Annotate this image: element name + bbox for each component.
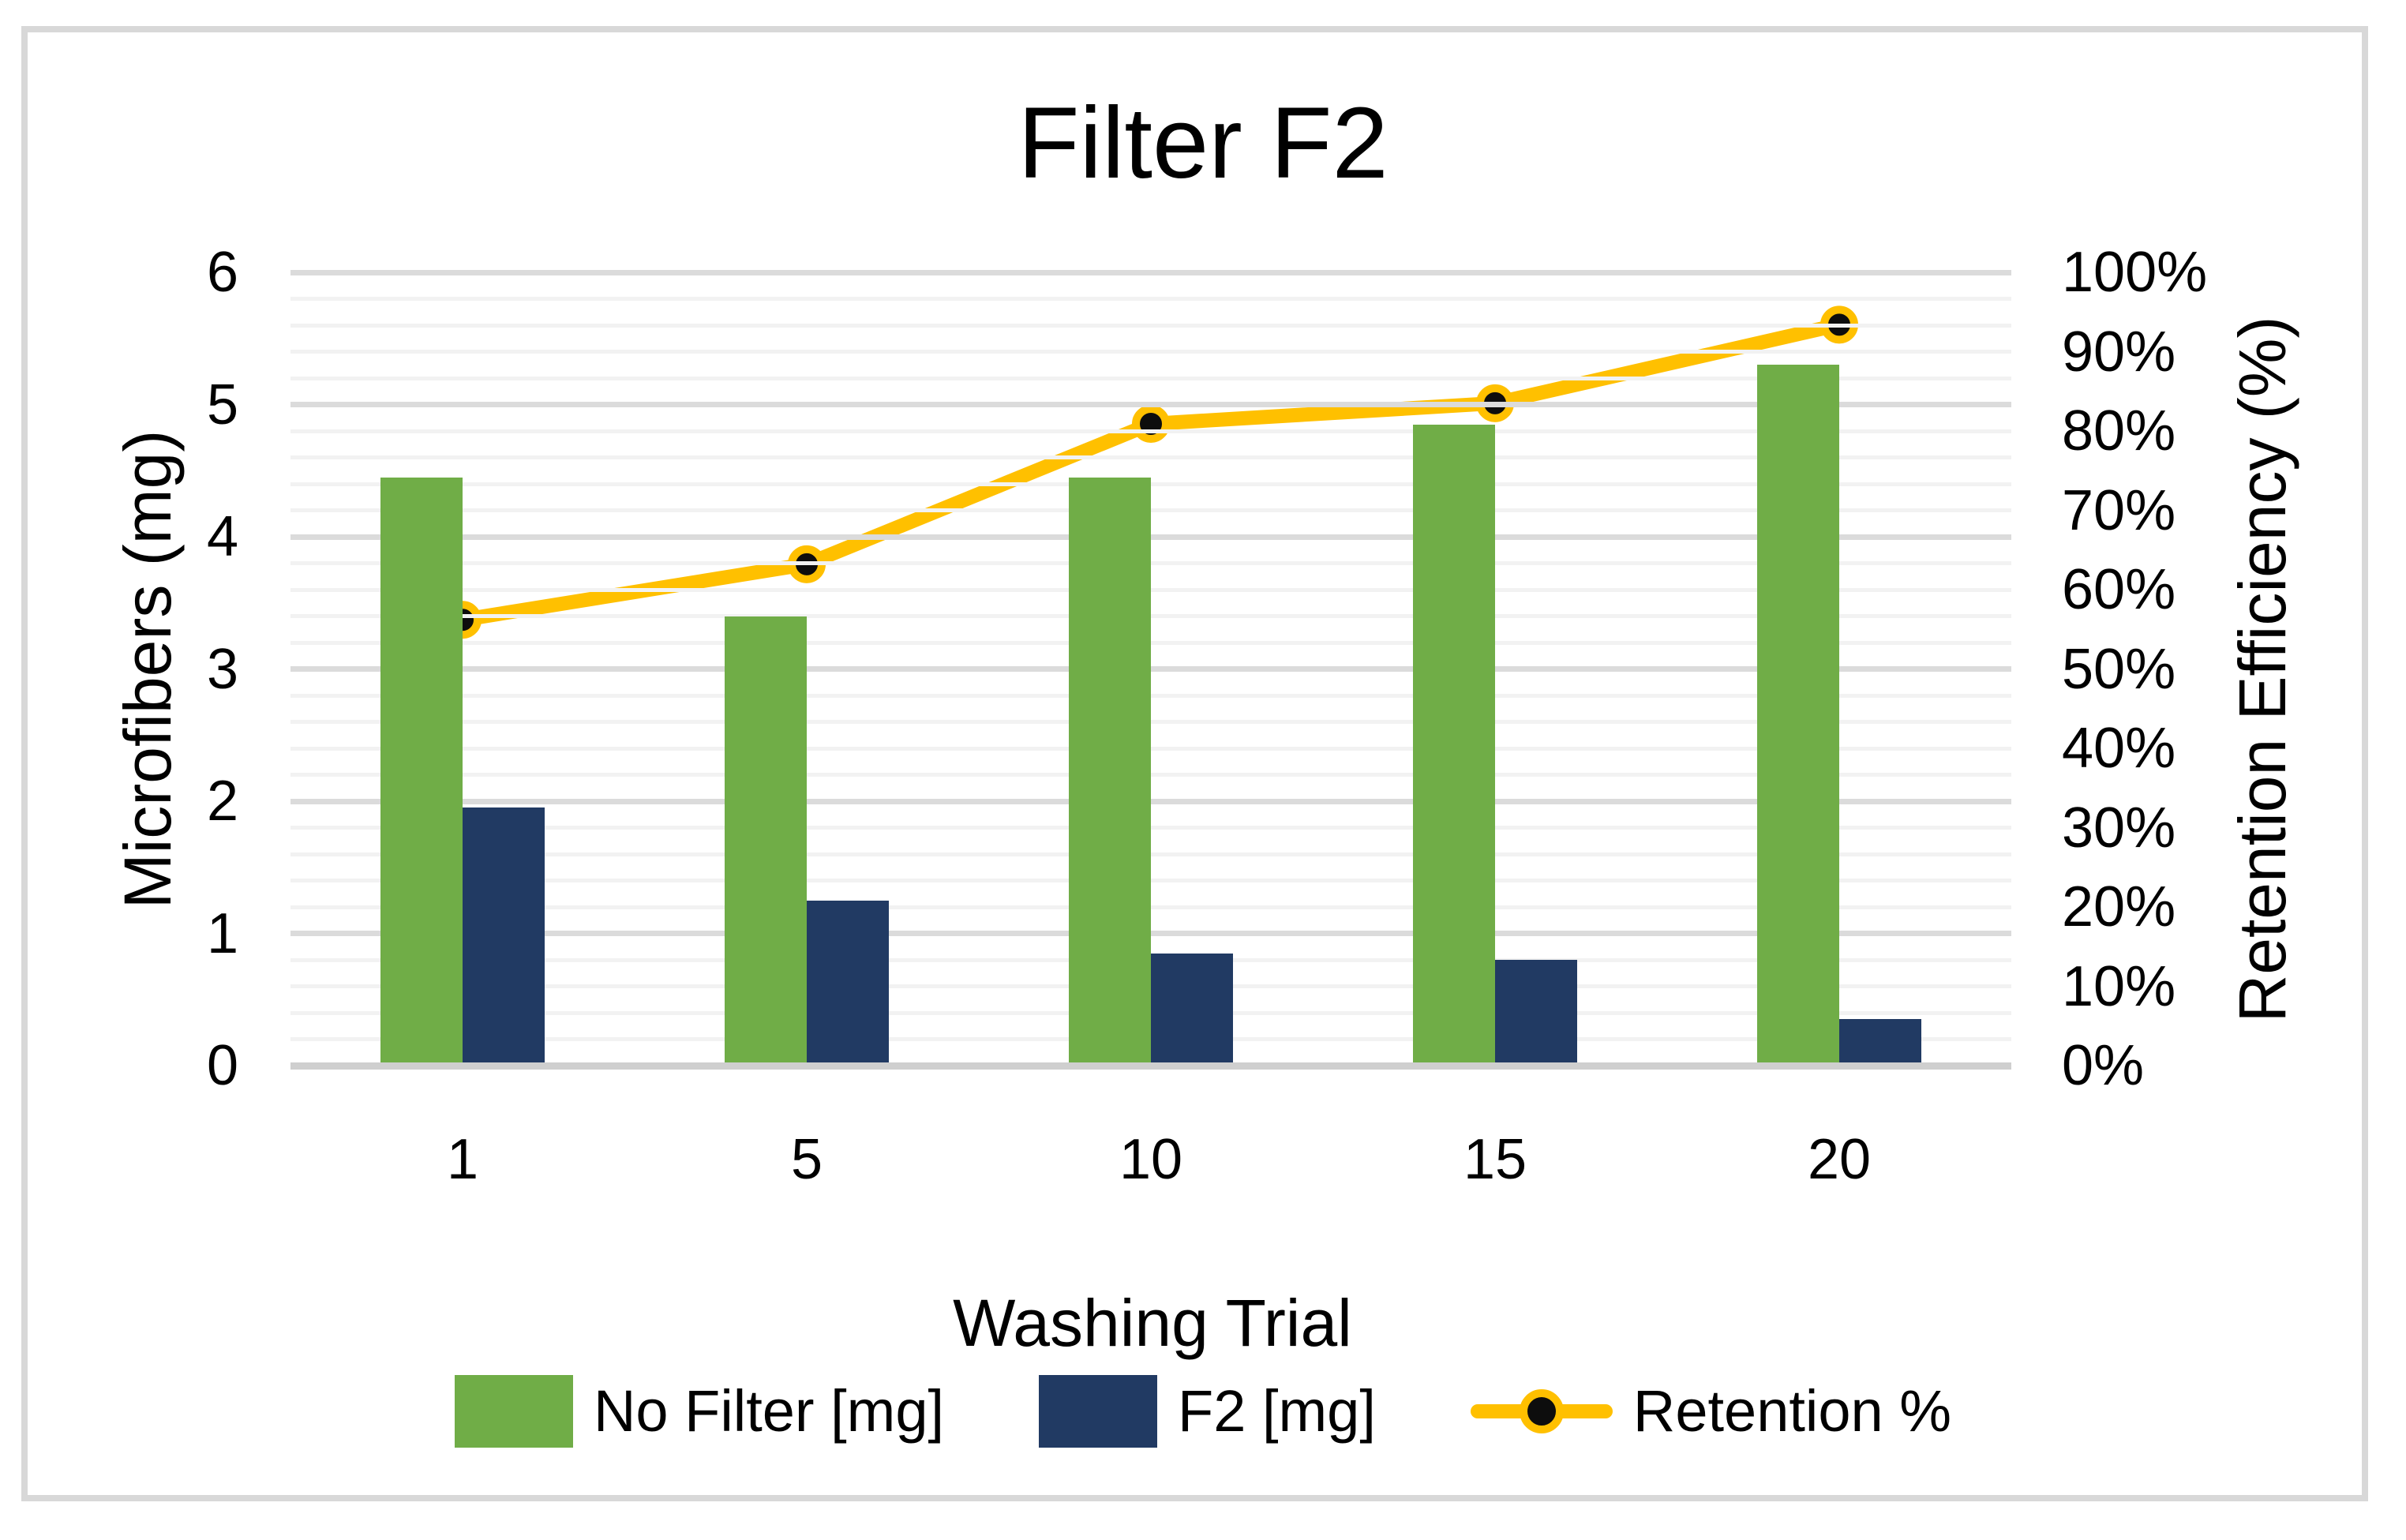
x-axis-tick: 5 [790, 1128, 823, 1191]
legend-label-f2: F2 [mg] [1178, 1378, 1376, 1444]
right-axis-tick: 20% [2062, 875, 2176, 939]
left-axis-tick: 6 [206, 241, 238, 304]
minor-gridline [290, 614, 2011, 618]
minor-gridline [290, 561, 2011, 565]
major-gridline [290, 931, 2011, 936]
bar-f2 [1495, 960, 1577, 1062]
minor-gridline [290, 720, 2011, 724]
minor-gridline [290, 746, 2011, 751]
right-axis-tick: 100% [2062, 241, 2208, 304]
minor-gridline [290, 508, 2011, 512]
f2-swatch [1039, 1375, 1158, 1448]
minor-gridline [290, 826, 2011, 830]
bar-f2 [1839, 1019, 1921, 1062]
bar-no-filter [380, 477, 463, 1062]
x-axis-tick: 15 [1463, 1128, 1527, 1191]
minor-gridline [290, 297, 2011, 301]
bar-f2 [807, 900, 889, 1062]
major-gridline [290, 666, 2011, 672]
minor-gridline [290, 376, 2011, 380]
left-axis-tick: 5 [206, 373, 238, 437]
minor-gridline [290, 905, 2011, 909]
right-axis-tick: 40% [2062, 717, 2176, 780]
major-gridline [290, 534, 2011, 540]
chart-title: Filter F2 [1017, 87, 1389, 200]
right-axis-tick: 80% [2062, 399, 2176, 463]
no-filter-swatch [454, 1375, 573, 1448]
major-gridline [290, 269, 2011, 275]
minor-gridline [290, 455, 2011, 459]
bar-f2 [1151, 953, 1233, 1062]
right-axis-tick: 0% [2062, 1034, 2145, 1097]
left-axis-tick: 1 [206, 901, 238, 965]
x-axis-tick: 1 [446, 1128, 479, 1191]
right-axis-tick: 90% [2062, 320, 2176, 384]
left-axis-tick: 3 [206, 637, 238, 701]
left-axis-tick: 0 [206, 1034, 238, 1097]
major-gridline [290, 402, 2011, 407]
left-axis-tick: 2 [206, 770, 238, 833]
bar-no-filter [1413, 424, 1495, 1062]
minor-gridline [290, 852, 2011, 856]
legend-item-f2: F2 [mg] [1039, 1375, 1376, 1448]
minor-gridline [290, 773, 2011, 777]
minor-gridline [290, 350, 2011, 354]
minor-gridline [290, 879, 2011, 882]
minor-gridline [290, 693, 2011, 698]
bar-no-filter [725, 616, 807, 1062]
right-axis-tick: 50% [2062, 637, 2176, 701]
x-axis-tick: 20 [1807, 1128, 1872, 1191]
minor-gridline [290, 587, 2011, 592]
chart-frame-border [21, 26, 2368, 1501]
left-axis-tick: 4 [206, 505, 238, 568]
retention-line-marker-icon [1470, 1375, 1613, 1448]
x-axis-line [290, 1062, 2011, 1070]
minor-gridline [290, 481, 2011, 486]
legend-label-retention: Retention % [1632, 1378, 1952, 1444]
right-axis-tick: 10% [2062, 954, 2176, 1018]
x-axis-tick: 10 [1119, 1128, 1183, 1191]
major-gridline [290, 798, 2011, 804]
right-axis-tick: 60% [2062, 558, 2176, 621]
minor-gridline [290, 640, 2011, 645]
bar-no-filter [1069, 477, 1151, 1062]
legend-item-retention: Retention % [1470, 1375, 1952, 1448]
bar-no-filter [1757, 365, 1839, 1062]
minor-gridline [290, 429, 2011, 433]
right-axis-tick: 70% [2062, 478, 2176, 542]
retention-marker-dot [1519, 1389, 1564, 1433]
minor-gridline [290, 323, 2011, 328]
x-axis-title: Washing Trial [953, 1286, 1352, 1360]
legend-label-no-filter: No Filter [mg] [593, 1378, 945, 1444]
legend-item-no-filter: No Filter [mg] [454, 1375, 945, 1448]
bar-f2 [463, 807, 545, 1062]
legend: No Filter [mg] F2 [mg] Retention % [0, 1375, 2406, 1448]
right-axis-tick: 30% [2062, 796, 2176, 860]
